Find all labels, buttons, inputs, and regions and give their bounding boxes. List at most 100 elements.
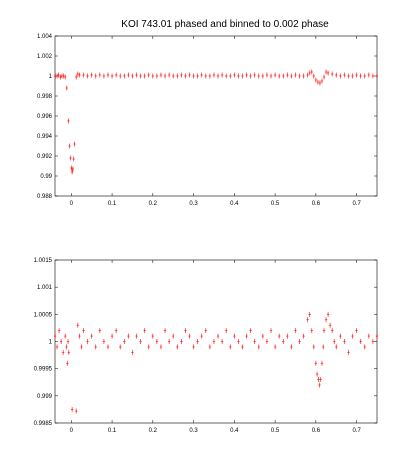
x-tick-label: 0.7 [352,428,361,434]
data-point [172,73,175,79]
data-point [102,339,106,344]
data-point [261,73,265,79]
data-point [106,72,110,78]
data-point [196,73,199,79]
data-point [63,333,67,339]
data-point [80,344,83,350]
data-point [196,339,199,344]
data-point [176,344,179,350]
data-point [114,72,118,78]
data-point [172,333,175,339]
data-point [70,165,73,171]
data-point [351,333,354,339]
data-point [318,382,321,388]
top-panel: 0 0.1 0.2 0.3 0.4 0.5 0.6 0.7 0.988 0.99 0.992 0.99… [37,34,379,207]
data-point [192,73,195,79]
data-point [317,377,320,383]
y-tick-label: 1 [49,340,53,346]
data-point [167,72,171,78]
data-point [343,339,346,344]
data-point [204,328,208,334]
data-point [367,333,371,339]
data-point [57,72,60,78]
x-tick-label: 0.7 [352,201,361,207]
x-tick-label: 0.6 [312,201,321,207]
data-point [290,344,293,350]
data-point [139,73,142,79]
y-tick-label: 0.999 [37,394,53,400]
data-point [233,72,236,78]
data-point [55,344,59,350]
data-point [224,328,228,334]
data-point [261,333,265,339]
data-point [245,72,248,78]
data-point [220,339,224,344]
data-point [76,322,80,328]
data-point [212,72,216,78]
data-point [90,72,93,78]
x-tick-label: 0.1 [108,428,117,434]
data-point [55,73,59,79]
data-point [302,333,305,339]
data-point [82,72,85,78]
data-point [94,73,97,79]
data-point [277,73,281,79]
data-point [200,333,203,339]
data-series [54,69,379,175]
plot-frame [54,35,378,197]
y-tick-label: 1 [49,74,53,80]
data-point [233,333,236,339]
data-point [180,72,183,78]
data-point [355,328,358,334]
y-tick-label: 0.9985 [34,421,53,427]
data-point [123,73,126,79]
data-point [347,73,350,79]
data-point [119,73,122,79]
y-tick-label: 0.994 [37,134,53,140]
data-point [147,72,150,78]
data-point [94,344,97,350]
data-point [188,333,191,339]
data-point [98,72,102,78]
data-point [330,71,334,77]
data-point [82,328,85,334]
data-point [316,79,320,85]
data-point [74,408,78,414]
data-point [63,74,67,80]
data-point [147,344,150,350]
data-point [324,69,328,75]
data-point [59,339,63,344]
data-point [265,72,269,78]
data-point [253,72,256,78]
data-point [257,73,260,79]
data-point [320,78,324,84]
data-point [290,73,293,79]
data-point [90,333,93,339]
data-point [65,344,68,350]
data-point [131,73,134,79]
data-point [212,339,216,344]
x-tick-label: 0 [70,428,74,434]
data-point [321,344,325,350]
data-point [66,339,70,344]
data-point [269,73,273,79]
data-point [65,85,69,91]
x-tick-label: 0.3 [189,201,198,207]
data-point [204,73,208,79]
data-point [188,72,191,78]
data-point [318,80,322,86]
data-point [135,333,138,339]
data-point [282,339,285,344]
data-point [355,72,358,78]
data-point [155,73,159,79]
data-point [333,339,336,344]
data-point [343,72,346,78]
data-point [135,72,138,78]
data-point [326,70,330,76]
data-point [302,73,305,79]
data-point [359,339,362,344]
data-point [216,73,220,79]
data-point [224,73,228,79]
data-point [241,344,244,350]
